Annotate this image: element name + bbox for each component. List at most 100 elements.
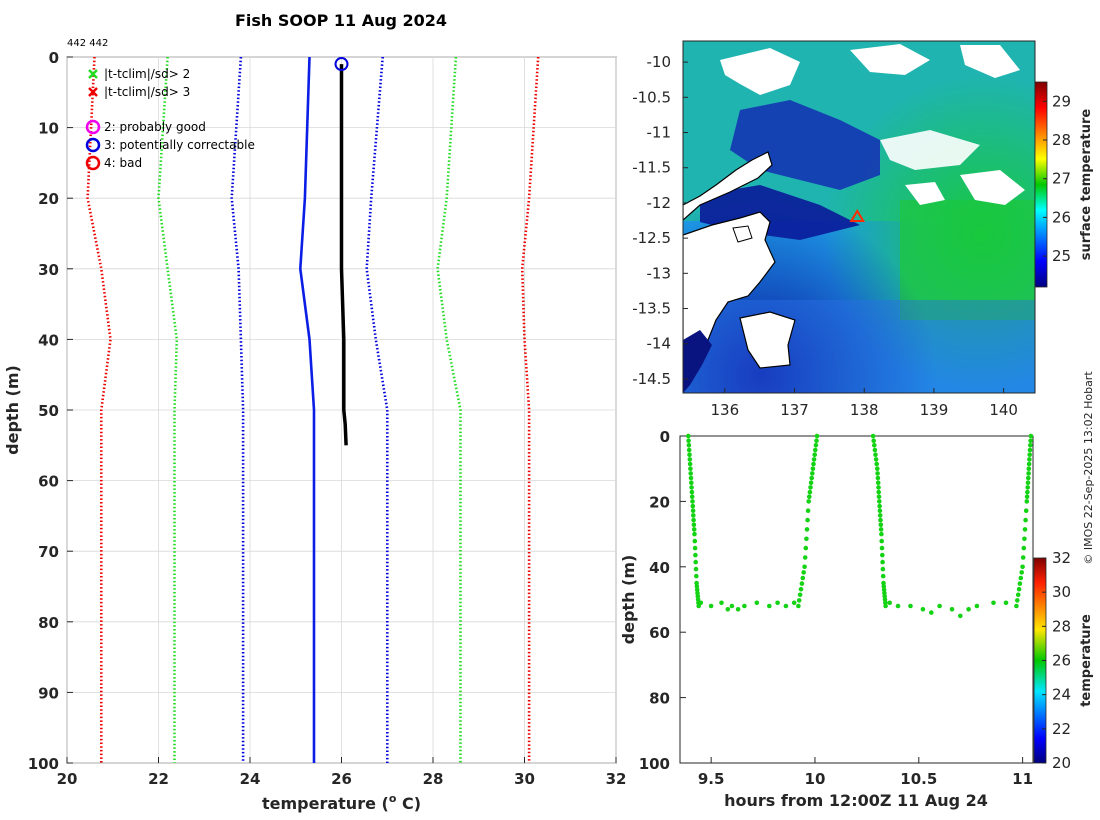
cast-point [1020,564,1025,570]
cast-point [879,531,884,537]
bottom-point [949,607,955,612]
cast-point [690,508,696,513]
series-clim-mean [298,57,316,763]
cast-point [799,581,805,586]
map-tick-label-x: 137 [780,401,809,419]
cast-point [1015,598,1020,603]
cast-point [689,494,695,500]
cast-point [1016,586,1022,592]
cast-point [686,443,692,448]
map-tick-label-y: -12.5 [632,229,671,247]
map-tick-label-y: -10 [647,53,672,71]
cast-point [692,538,698,544]
cast-point [810,471,815,476]
profile-xlabel: temperature (o C) [262,792,421,813]
cast-point [879,545,885,551]
series-clim-3sd [86,57,112,763]
tick-label-y: 40 [38,331,59,349]
cast-point [694,584,700,589]
cast-point [880,552,885,558]
cast-point [693,559,698,565]
bottom-point [698,600,704,606]
cast-point [802,564,807,570]
ship-position-marker [849,209,866,222]
cast-point [1024,494,1030,500]
sst-map: 136 137 138 139 140 -10 -10.5 -11 -11.5 -12 -12.5 -… [632,40,1094,419]
depth-time-frame [679,435,1034,764]
time-tick-label-x: 10 [805,770,826,788]
bottom-point [937,603,942,609]
cast-point [1027,447,1033,453]
bottom-point [887,600,892,606]
cast-point [805,508,811,513]
sst-colorbar-tick-label: 27 [1052,170,1071,188]
temperature-colorbar-ticks: 20 22 24 26 28 30 32 [1042,549,1071,772]
tick-label-y: 60 [38,473,59,491]
map-tick-label-x: 140 [989,401,1018,419]
cast-point [883,603,888,609]
cast-point [1027,457,1032,462]
bottom-point [742,603,747,609]
bottom-point [958,613,963,619]
cast-point [796,603,801,609]
cast-point [796,598,802,603]
cast-point [797,592,803,598]
time-tick-label-y: 20 [649,493,670,511]
cast-point [806,499,811,504]
tick-label-y: 100 [28,755,59,773]
cast-point [694,573,699,579]
time-tick-label-y: 40 [649,559,670,577]
legend-t2: |t-tclim|/sd> 2 [104,67,190,81]
cast-point [1023,517,1028,523]
cast-point [873,452,878,458]
tick-label-y: 50 [38,402,59,420]
cast-point [1019,570,1024,575]
bottom-point [1003,600,1009,606]
cast-point [810,466,816,472]
cast-point [882,597,888,602]
cast-point [805,517,810,523]
cast-point [1028,443,1033,448]
bottom-point [767,603,772,609]
tick-label-x: 20 [57,770,78,788]
legend-marker-q3 [85,137,101,153]
cast-point [1026,471,1031,476]
map-tick-label-x: 138 [850,401,879,419]
cast-point [812,452,817,458]
temp-colorbar-tick-label: 26 [1052,652,1071,670]
time-tick-label-x: 9.5 [698,770,725,788]
cast-point [689,485,694,490]
legend-q2: 2: probably good [104,120,206,134]
cast-point [873,457,879,462]
bottom-point [966,607,971,612]
bottom-point [725,607,731,612]
cast-point [1028,438,1033,444]
cast-point [881,580,886,586]
map-tick-label-x: 139 [920,401,949,419]
cast-point [1025,480,1031,486]
cast-point [1018,575,1024,581]
bottom-point [908,603,913,609]
cast-point [690,503,696,509]
profile-plot: 20 22 24 26 28 30 32 0 10 20 30 40 50 60 70 80 90 100 tem… [3,49,626,813]
tick-label-x: 22 [148,770,169,788]
profile-legend: |t-tclim|/sd> 2 |t-tclim|/sd> 3 2: proba… [85,67,255,171]
cast-point [1014,603,1019,609]
tick-label-x: 32 [606,770,627,788]
cast-point [689,480,694,486]
cast-point [688,475,694,481]
time-tick-label-y: 100 [639,755,670,773]
tick-label-x: 24 [240,770,261,788]
cast-point [691,517,696,523]
cast-point [813,447,818,453]
cast-point [877,499,882,504]
cast-point [695,593,701,599]
depth-time-points [686,433,1034,619]
cast-point [800,575,806,581]
cast-point [881,584,887,589]
cast-point [877,508,883,513]
cast-point [880,566,886,572]
temp-colorbar-tick-label: 20 [1052,754,1071,772]
cast-point [1024,499,1030,504]
bottom-point [920,607,926,612]
